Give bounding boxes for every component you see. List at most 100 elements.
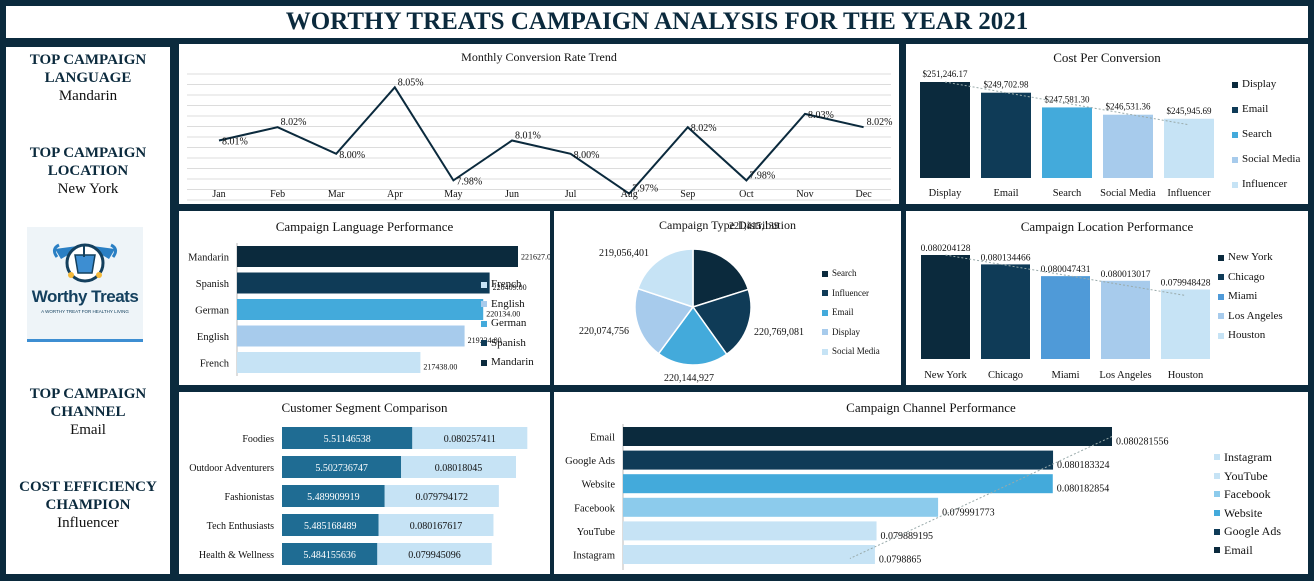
legend-item: New York <box>1218 248 1283 268</box>
type-chart-svg: 221,415,139 220,769,081 220,144,927 220,074… <box>579 221 804 384</box>
x-tick-label: Apr <box>387 189 403 200</box>
data-label: 0.079794172 <box>416 492 469 503</box>
legend-item: Website <box>1214 504 1281 523</box>
legend-label: Display <box>832 326 860 337</box>
legend-label: Los Angeles <box>1228 309 1283 322</box>
data-label: $246,531.36 <box>1106 102 1152 112</box>
x-tick-label: Los Angeles <box>1099 370 1151 381</box>
kpi-label: COST EFFICIENCY CHAMPION <box>19 479 157 513</box>
series-line <box>218 85 864 196</box>
legend-label: Email <box>1224 542 1253 557</box>
legend-item: YouTube <box>1214 467 1281 486</box>
legend-swatch <box>1232 81 1238 88</box>
legend-item: German <box>481 314 534 334</box>
legend-swatch <box>1232 156 1238 163</box>
y-tick-label: Mandarin <box>188 253 230 264</box>
bar <box>920 82 970 178</box>
x-tick-label: Miami <box>1052 370 1080 381</box>
legend-item: Facebook <box>1214 485 1281 504</box>
legend-label: Website <box>1224 505 1263 520</box>
data-label: 0.079948428 <box>1161 278 1211 288</box>
data-label: 5.489909919 <box>307 492 360 503</box>
legend-item: Email <box>1214 541 1281 560</box>
legend-label: English <box>491 297 525 310</box>
x-tick-label: Search <box>1053 188 1082 199</box>
bar <box>623 545 875 564</box>
kpi-top-language: TOP CAMPAIGN LANGUAGE Mandarin <box>6 51 170 105</box>
legend-item: Instagram <box>1214 448 1281 467</box>
x-tick-label: Email <box>993 188 1018 199</box>
legend-swatch <box>1214 510 1220 517</box>
data-label: $245,945.69 <box>1167 106 1213 116</box>
legend-item: Email <box>1232 97 1300 122</box>
legend-swatch <box>1218 293 1224 300</box>
data-label: 8.01% <box>222 137 248 148</box>
data-label: 5.484155636 <box>303 550 356 561</box>
legend-swatch <box>1214 472 1220 479</box>
language-legend: French English German Spanish Mandarin <box>481 275 534 373</box>
data-label: 8.00% <box>574 150 600 161</box>
kpi-value: Influencer <box>57 515 119 531</box>
legend-label: Instagram <box>1224 450 1272 464</box>
chart-title: Campaign Location Performance <box>1020 219 1194 234</box>
data-label: 8.02% <box>867 117 893 128</box>
trendline <box>945 254 1186 296</box>
legend-item: Display <box>822 323 880 343</box>
bar <box>623 474 1053 494</box>
data-label: 220,074,756 <box>579 326 629 337</box>
data-label: 0.079991773 <box>942 507 995 518</box>
legend-item: French <box>481 275 534 295</box>
legend-swatch <box>1218 274 1224 281</box>
legend-item: Search <box>822 264 880 284</box>
legend-label: Mandarin <box>491 356 534 368</box>
legend-swatch <box>1218 332 1224 339</box>
legend-swatch <box>481 359 487 366</box>
data-label: 0.080182854 <box>1057 484 1110 495</box>
data-label: 8.02% <box>281 117 307 128</box>
kpi-label: TOP CAMPAIGN CHANNEL <box>29 386 147 420</box>
bar-segment <box>412 427 528 449</box>
kpi-value: Mandarin <box>58 88 118 104</box>
bar <box>1161 289 1210 359</box>
channel-chart-svg: Email 0.080281556 Google Ads 0.080183324 Web… <box>565 424 1169 570</box>
logo-tagline: A WORTHY TREAT FOR HEALTHY LIVING <box>41 309 129 314</box>
legend-label: Social Media <box>832 346 880 356</box>
legend-label: Influencer <box>832 287 869 298</box>
legend-label: Miami <box>1228 290 1258 302</box>
bar-segment <box>282 427 413 449</box>
data-label: 0.080134466 <box>981 253 1031 263</box>
data-label: 220,769,081 <box>754 327 804 338</box>
pie-slice <box>691 288 752 356</box>
cost-chart-svg: $251,246.17 Display $249,702.98 Email $247,5… <box>920 69 1214 199</box>
data-label: 8.03% <box>808 110 834 121</box>
x-tick-label: May <box>444 189 462 200</box>
data-label: 8.05% <box>398 77 424 88</box>
legend-item: Display <box>1232 72 1300 97</box>
y-tick-label: Website <box>581 480 615 491</box>
x-tick-label: Chicago <box>988 370 1023 381</box>
x-tick-label: New York <box>924 370 967 381</box>
data-label: 0.080183324 <box>1057 460 1110 471</box>
data-label: 0.079889195 <box>881 531 934 542</box>
data-label: 220134.00 <box>486 310 520 319</box>
trendline <box>944 81 1190 126</box>
kpi-sidebar: TOP CAMPAIGN LANGUAGE Mandarin TOP CAMPA… <box>6 47 170 574</box>
kpi-top-channel: TOP CAMPAIGN CHANNEL Email <box>6 385 170 439</box>
bar <box>237 272 490 294</box>
legend-label: Spanish <box>491 336 526 349</box>
monthly-conversion-panel: Monthly Conversion Rate Trend 8.01% Jan 8.… <box>179 44 899 204</box>
data-label: 5.502736747 <box>315 463 368 474</box>
bar-segment <box>384 485 499 507</box>
location-performance-panel: Campaign Location Performance 0.08020412… <box>906 211 1308 385</box>
chart-title: Campaign Type Distribution <box>659 218 796 232</box>
legend-swatch <box>481 281 487 288</box>
header-banner: WORTHY TREATS CAMPAIGN ANALYSIS FOR THE … <box>6 6 1308 38</box>
kpi-label: TOP CAMPAIGN LANGUAGE <box>29 52 147 86</box>
x-tick-label: Nov <box>796 189 813 200</box>
legend-label: Email <box>1242 103 1269 115</box>
page-title: WORTHY TREATS CAMPAIGN ANALYSIS FOR THE … <box>285 8 1029 35</box>
bar-segment <box>282 485 385 507</box>
x-tick-label: Aug <box>621 189 638 200</box>
bar <box>1103 114 1153 178</box>
